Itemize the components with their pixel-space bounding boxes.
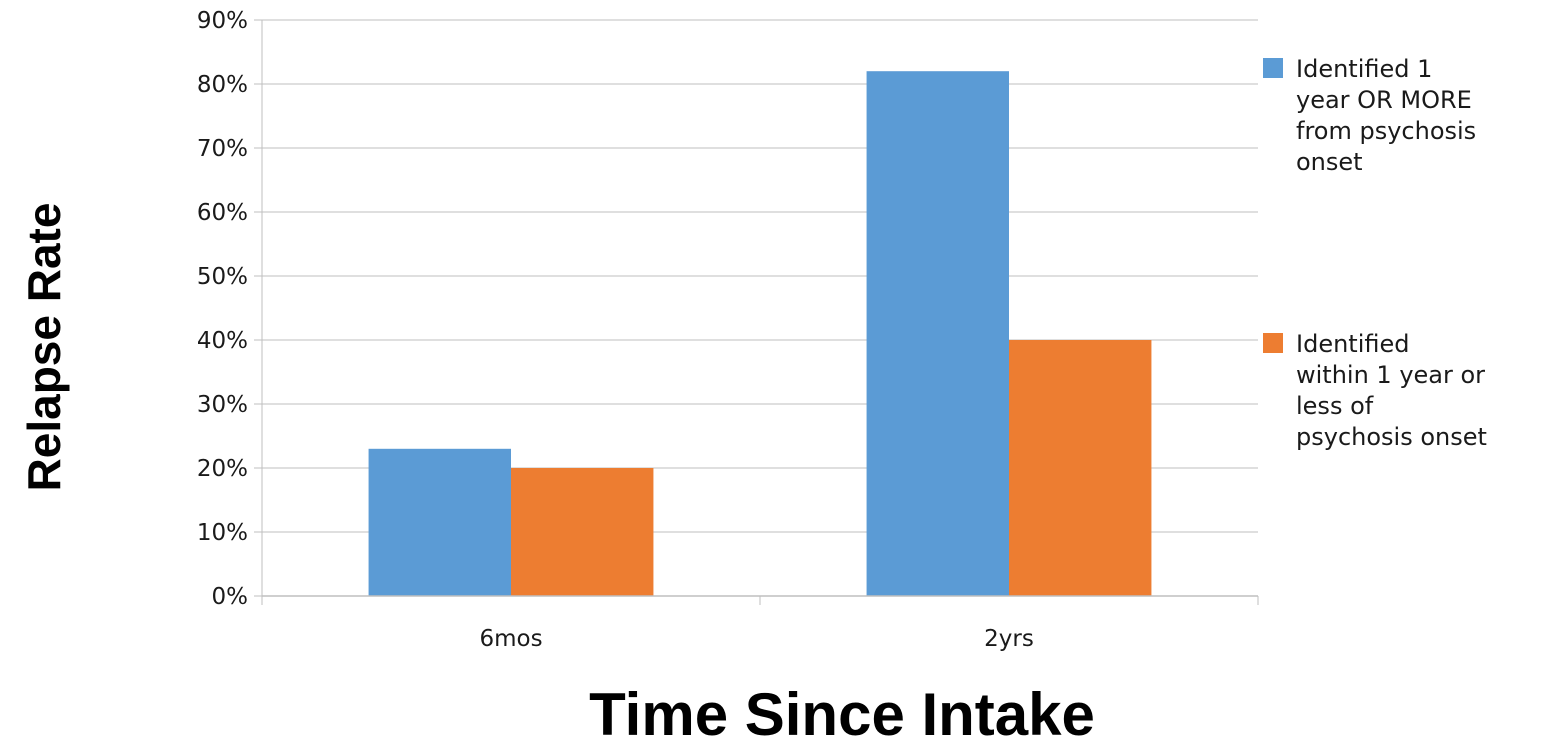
y-tick-label: 0%: [212, 584, 249, 610]
legend-entry: Identified 1 year OR MORE from psychosis on…: [1296, 55, 1476, 176]
y-tick-label: 10%: [197, 520, 248, 546]
y-axis-title: Relapse Rate: [18, 203, 70, 492]
bar-series-1-6mos: [368, 448, 511, 596]
legend-swatch: [1263, 333, 1283, 353]
x-axis-title: Time Since Intake: [589, 681, 1095, 744]
y-tick-label: 60%: [197, 200, 248, 226]
y-tick-label: 90%: [197, 8, 248, 34]
y-tick-label: 80%: [197, 72, 248, 98]
x-tick-label: 2yrs: [984, 626, 1034, 652]
y-tick-label: 70%: [197, 136, 248, 162]
bar-series-2-6mos: [511, 468, 654, 596]
legend-entry: Identified within 1 year or less of psychos…: [1296, 330, 1487, 451]
y-axis-tick-labels: 0% 10% 20% 30% 40% 50% 60% 70% 80% 90%: [197, 8, 263, 610]
legend-swatch: [1263, 58, 1283, 78]
y-tick-label: 50%: [197, 264, 248, 290]
legend: Identified 1 year OR MORE from psychosis on…: [1263, 55, 1487, 451]
y-tick-label: 30%: [197, 392, 248, 418]
bar-series-2-2yrs: [1009, 340, 1152, 596]
y-tick-label: 40%: [197, 328, 248, 354]
bars: [368, 71, 1152, 596]
x-axis: 6mos 2yrs: [261, 595, 1259, 652]
y-tick-label: 20%: [197, 456, 248, 482]
bar-series-1-2yrs: [866, 71, 1009, 596]
x-tick-label: 6mos: [479, 626, 542, 652]
